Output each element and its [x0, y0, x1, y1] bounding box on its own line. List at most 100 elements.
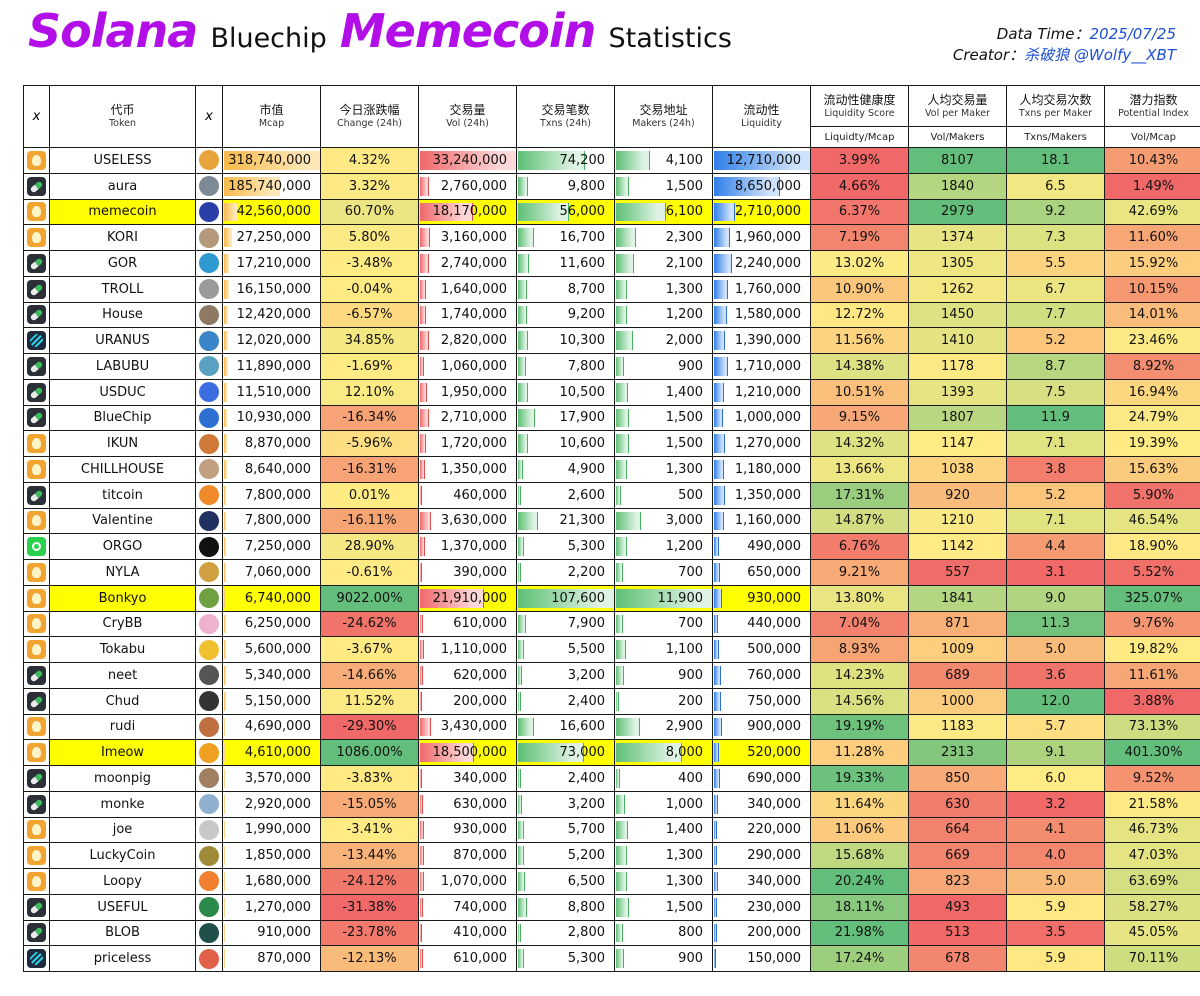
table-row: House 12,420,000 -6.57% 1,740,000 9,200 1,200…: [23, 301, 1200, 329]
pill-platform-icon: [27, 279, 46, 299]
vol-per-maker-cell: 689: [908, 662, 1007, 689]
token-name-cell: titcoin: [49, 481, 196, 509]
vol-bar: [420, 872, 424, 891]
vol-cell: 930,000: [418, 816, 517, 844]
potential-value: 5.52%: [1132, 564, 1175, 580]
makers-cell: 900: [614, 945, 713, 972]
liquidity-value: 1,350,000: [734, 487, 801, 503]
vol-per-maker-value: 1142: [940, 539, 975, 555]
txns-value: 21,300: [559, 513, 606, 529]
txns-per-maker-cell: 5.9: [1006, 945, 1105, 972]
vol-per-maker-cell: 1841: [908, 584, 1007, 612]
token-avatar-cell: [195, 790, 223, 818]
title-solana: Solana: [28, 4, 198, 58]
vol-per-maker-cell: 513: [908, 919, 1007, 947]
txns-bar: [518, 820, 524, 840]
liquidity-cell: 1,180,000: [712, 456, 811, 483]
mcap-cell: 870,000: [222, 945, 321, 972]
liquidity-bar: [714, 151, 810, 170]
platform-cell: [23, 533, 50, 560]
token-avatar-cell: [195, 662, 223, 689]
mcap-bar: [224, 460, 227, 479]
txns-bar: [518, 331, 528, 350]
vol-cell: 18,170,000: [418, 198, 517, 226]
mcap-value: 5,340,000: [244, 667, 311, 683]
mcap-cell: 185,740,000: [222, 172, 321, 200]
vol-bar: [420, 537, 425, 556]
vol-per-maker-value: 1183: [940, 719, 975, 735]
change-cell: 1086.00%: [320, 739, 419, 766]
col-header-zh: 人均交易次数: [1019, 92, 1092, 107]
vol-value: 3,160,000: [440, 230, 507, 246]
liquidity-cell: 290,000: [712, 842, 811, 869]
mcap-bar: [224, 897, 225, 917]
change-value: 9022.00%: [336, 590, 403, 606]
mcap-bar: [224, 434, 227, 453]
table-row: LABUBU 11,890,000 -1.69% 1,060,000 7,800 900 1…: [23, 353, 1200, 380]
change-value: 0.01%: [348, 487, 391, 503]
makers-value: 900: [678, 951, 703, 967]
change-value: -13.44%: [342, 848, 397, 864]
change-cell: -1.69%: [320, 353, 419, 380]
mcap-value: 11,890,000: [236, 358, 311, 374]
mcap-value: 42,560,000: [236, 204, 311, 220]
mcap-value: 7,800,000: [244, 513, 311, 529]
txns-cell: 74,200: [516, 147, 615, 174]
liq-score-cell: 11.28%: [810, 739, 909, 766]
liq-score-cell: 19.33%: [810, 765, 909, 792]
vol-per-maker-value: 1009: [940, 642, 975, 658]
liq-score-cell: 14.32%: [810, 430, 909, 457]
data-time: Data Time：2025/07/25: [953, 24, 1176, 45]
change-value: -16.11%: [342, 513, 397, 529]
vol-bar: [420, 460, 425, 479]
token-avatar-icon: [199, 794, 219, 815]
vol-per-maker-cell: 1009: [908, 636, 1007, 663]
potential-cell: 15.92%: [1104, 250, 1200, 277]
liquidity-cell: 750,000: [712, 687, 811, 715]
liquidity-cell: 8,650,000: [712, 172, 811, 200]
token-name-cell: moonpig: [49, 765, 196, 792]
txns-per-maker-value: 18.1: [1041, 152, 1070, 168]
vol-value: 200,000: [453, 693, 507, 709]
potential-cell: 24.79%: [1104, 404, 1200, 432]
token-name: memecoin: [88, 204, 157, 220]
makers-value: 1,500: [665, 436, 703, 452]
change-value: -23.78%: [342, 925, 397, 941]
vol-bar: [420, 897, 423, 917]
txns-value: 10,600: [559, 436, 606, 452]
liquidity-value: 520,000: [747, 745, 801, 761]
token-name-cell: USEFUL: [49, 893, 196, 921]
potential-cell: 18.90%: [1104, 533, 1200, 560]
liq-score-value: 10.90%: [834, 281, 885, 297]
makers-bar: [616, 666, 624, 685]
change-cell: -0.61%: [320, 559, 419, 586]
mcap-value: 1,270,000: [244, 899, 311, 915]
token-avatar-icon: [199, 227, 219, 248]
dog-platform-icon: [27, 150, 46, 170]
txns-per-maker-cell: 5.2: [1006, 481, 1105, 509]
dog-platform-icon: [27, 846, 46, 866]
liq-score-value: 14.87%: [834, 513, 885, 529]
txns-bar: [518, 254, 529, 273]
liquidity-cell: 1,270,000: [712, 430, 811, 457]
txns-value: 10,500: [559, 384, 606, 400]
change-cell: -15.05%: [320, 790, 419, 818]
potential-cell: 11.61%: [1104, 662, 1200, 689]
liq-score-value: 21.98%: [834, 925, 885, 941]
makers-value: 1,500: [665, 899, 703, 915]
token-name-cell: ORGO: [49, 533, 196, 560]
token-name: USELESS: [93, 152, 152, 168]
makers-cell: 800: [614, 919, 713, 947]
col-header-liq-score: 流动性健康度 Liquidity Score: [810, 85, 909, 127]
token-avatar-icon: [199, 665, 219, 686]
pill-platform-icon: [27, 794, 46, 814]
subheader-txns-makers: Txns/Makers: [1006, 126, 1105, 148]
table-row: BLOB 910,000 -23.78% 410,000 2,800 800 200,000…: [23, 919, 1200, 947]
makers-cell: 6,100: [614, 198, 713, 226]
token-name: IKUN: [106, 436, 139, 452]
table-row: URANUS 12,020,000 34.85% 2,820,000 10,300 2,0…: [23, 327, 1200, 354]
makers-value: 1,000: [665, 796, 703, 812]
table-row: moonpig 3,570,000 -3.83% 340,000 2,400 400 690…: [23, 765, 1200, 792]
txns-bar: [518, 666, 522, 685]
col-header-x2: x: [195, 85, 223, 148]
